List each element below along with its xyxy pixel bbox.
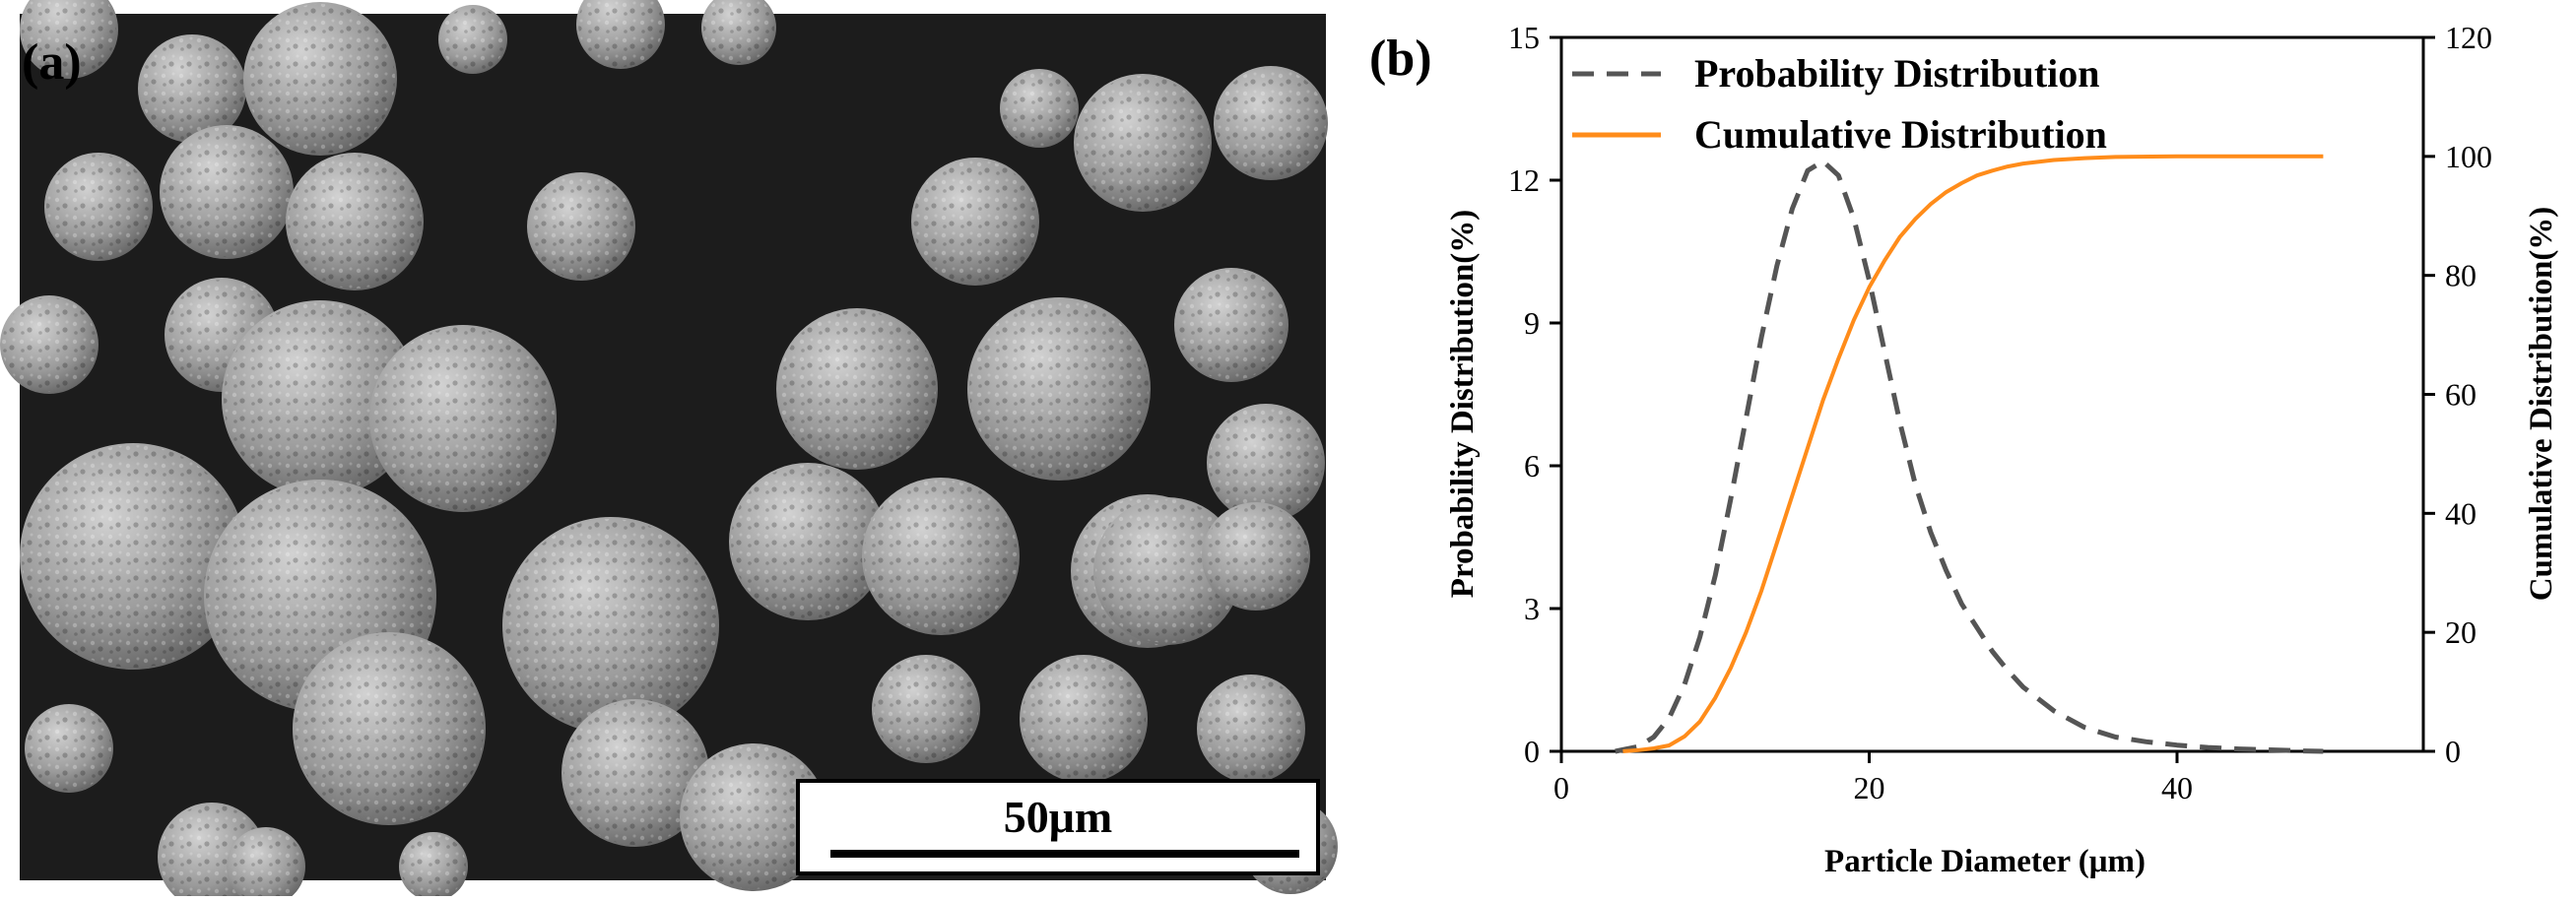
particle-texture bbox=[504, 519, 717, 732]
particle-texture bbox=[22, 445, 244, 668]
probability-distribution-line bbox=[1615, 159, 2324, 754]
scale-bar-label: 50μm bbox=[1004, 792, 1112, 842]
particle-texture bbox=[27, 706, 111, 791]
sem-micrograph-panel: (a) 50μm bbox=[0, 0, 1338, 901]
particle-texture bbox=[229, 829, 303, 901]
particle-texture bbox=[245, 4, 395, 154]
particle-texture bbox=[1176, 270, 1287, 380]
cumulative-distribution-line bbox=[1622, 154, 2324, 753]
scale-bar-line bbox=[830, 850, 1299, 858]
particle-texture bbox=[295, 634, 484, 823]
particle-texture bbox=[140, 36, 244, 141]
y-tick-label-right: 40 bbox=[2445, 495, 2477, 531]
powder-particles bbox=[0, 0, 1338, 901]
y-tick-label-left: 15 bbox=[1508, 20, 1540, 55]
particle-texture bbox=[682, 745, 826, 889]
particle-texture bbox=[401, 834, 466, 899]
particle-texture bbox=[1095, 499, 1239, 643]
particle-texture bbox=[578, 0, 663, 67]
y-tick-label-left: 6 bbox=[1524, 448, 1540, 483]
particle-texture bbox=[778, 310, 936, 468]
y-tick-label-left: 9 bbox=[1524, 305, 1540, 341]
particle-texture bbox=[529, 174, 633, 279]
legend-label: Probability Distribution bbox=[1694, 51, 2100, 96]
particle-texture bbox=[703, 0, 774, 63]
particle-texture bbox=[913, 160, 1037, 284]
y-tick-label-right: 120 bbox=[2445, 20, 2492, 55]
particle-texture bbox=[1204, 504, 1308, 609]
particle-texture bbox=[371, 327, 555, 510]
y-tick-label-left: 0 bbox=[1524, 734, 1540, 769]
particle-texture bbox=[288, 155, 422, 289]
y-tick-label-right: 0 bbox=[2445, 734, 2461, 769]
particle-texture bbox=[1076, 76, 1210, 210]
particle-texture bbox=[46, 155, 151, 259]
particle-texture bbox=[969, 299, 1149, 479]
particle-texture bbox=[874, 657, 978, 761]
particle-size-chart-panel: (b) 0 20 40 0 3 6 9 12 15 0 20 40 60 80 100 120 Probabi… bbox=[1340, 0, 2576, 896]
panel-a-label: (a) bbox=[22, 34, 82, 91]
particle-texture bbox=[1209, 406, 1323, 520]
y-axis-title-left: Probability Distribution(%) bbox=[1445, 210, 1481, 599]
legend-label: Cumulative Distribution bbox=[1694, 112, 2107, 157]
scale-bar-box: 50μm bbox=[796, 779, 1320, 875]
x-tick-label: 40 bbox=[2161, 770, 2193, 805]
sem-micrograph: (a) 50μm bbox=[0, 0, 1338, 901]
particle-texture bbox=[162, 127, 292, 257]
particle-texture bbox=[1022, 657, 1146, 781]
y-axis-title-right: Cumulative Distribution(%) bbox=[2524, 207, 2559, 602]
particle-texture bbox=[22, 0, 116, 77]
particle-texture bbox=[224, 302, 417, 495]
y-tick-label-right: 60 bbox=[2445, 377, 2477, 413]
particle-size-chart: (b) 0 20 40 0 3 6 9 12 15 0 20 40 60 80 100 120 Probabi… bbox=[1369, 20, 2559, 879]
particle-texture bbox=[563, 701, 707, 845]
y-tick-label-left: 3 bbox=[1524, 591, 1540, 626]
particle-texture bbox=[1002, 71, 1077, 146]
particle-texture bbox=[2, 297, 97, 392]
y-tick-label-right: 80 bbox=[2445, 258, 2477, 293]
particle-texture bbox=[1199, 676, 1303, 781]
x-tick-label: 20 bbox=[1854, 770, 1885, 805]
particle-texture bbox=[864, 480, 1018, 633]
x-tick-label: 0 bbox=[1553, 770, 1569, 805]
particle-texture bbox=[440, 7, 505, 72]
particle-texture bbox=[731, 465, 885, 618]
panel-b-label: (b) bbox=[1369, 31, 1432, 87]
y-tick-label-right: 100 bbox=[2445, 139, 2492, 174]
y-tick-label-right: 20 bbox=[2445, 614, 2477, 650]
y-tick-label-left: 12 bbox=[1508, 162, 1540, 198]
particle-texture bbox=[1216, 68, 1326, 178]
x-axis-title: Particle Diameter (μm) bbox=[1824, 844, 2146, 879]
